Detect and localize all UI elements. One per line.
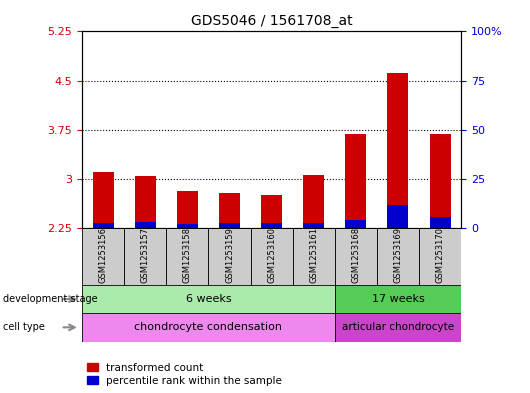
Bar xyxy=(177,224,198,228)
Bar xyxy=(293,228,335,285)
Text: GSM1253157: GSM1253157 xyxy=(141,227,150,283)
Text: chondrocyte condensation: chondrocyte condensation xyxy=(135,322,282,332)
Text: development stage: development stage xyxy=(3,294,98,304)
Bar xyxy=(93,223,114,228)
Bar xyxy=(335,285,461,313)
Text: GSM1253158: GSM1253158 xyxy=(183,227,192,283)
Text: cell type: cell type xyxy=(3,322,45,332)
Text: 6 weeks: 6 weeks xyxy=(186,294,231,304)
Bar xyxy=(346,134,366,228)
Text: GSM1253170: GSM1253170 xyxy=(436,227,445,283)
Bar xyxy=(251,228,293,285)
Bar xyxy=(135,176,156,228)
Title: GDS5046 / 1561708_at: GDS5046 / 1561708_at xyxy=(191,14,352,28)
Bar xyxy=(335,228,377,285)
Text: GSM1253156: GSM1253156 xyxy=(99,227,108,283)
Text: articular chondrocyte: articular chondrocyte xyxy=(342,322,454,332)
Bar xyxy=(346,220,366,228)
Text: GSM1253168: GSM1253168 xyxy=(351,227,360,283)
Bar xyxy=(429,134,450,228)
Bar xyxy=(261,223,282,228)
Bar xyxy=(387,73,409,228)
Bar xyxy=(303,175,324,228)
Bar xyxy=(303,223,324,228)
Bar xyxy=(219,223,240,228)
Bar xyxy=(419,228,461,285)
Text: 17 weeks: 17 weeks xyxy=(372,294,425,304)
Bar xyxy=(135,222,156,228)
Bar xyxy=(93,172,114,228)
Bar xyxy=(387,205,409,228)
Text: GSM1253160: GSM1253160 xyxy=(267,227,276,283)
Bar xyxy=(335,313,461,342)
Bar xyxy=(82,313,335,342)
Bar xyxy=(177,191,198,228)
Bar xyxy=(82,285,335,313)
Bar xyxy=(219,193,240,228)
Bar xyxy=(261,195,282,228)
Text: GSM1253161: GSM1253161 xyxy=(309,227,318,283)
Bar xyxy=(82,228,124,285)
Bar xyxy=(124,228,166,285)
Legend: transformed count, percentile rank within the sample: transformed count, percentile rank withi… xyxy=(87,363,282,386)
Text: GSM1253169: GSM1253169 xyxy=(393,227,402,283)
Bar xyxy=(208,228,251,285)
Bar xyxy=(166,228,208,285)
Bar xyxy=(377,228,419,285)
Bar xyxy=(429,217,450,228)
Text: GSM1253159: GSM1253159 xyxy=(225,228,234,283)
